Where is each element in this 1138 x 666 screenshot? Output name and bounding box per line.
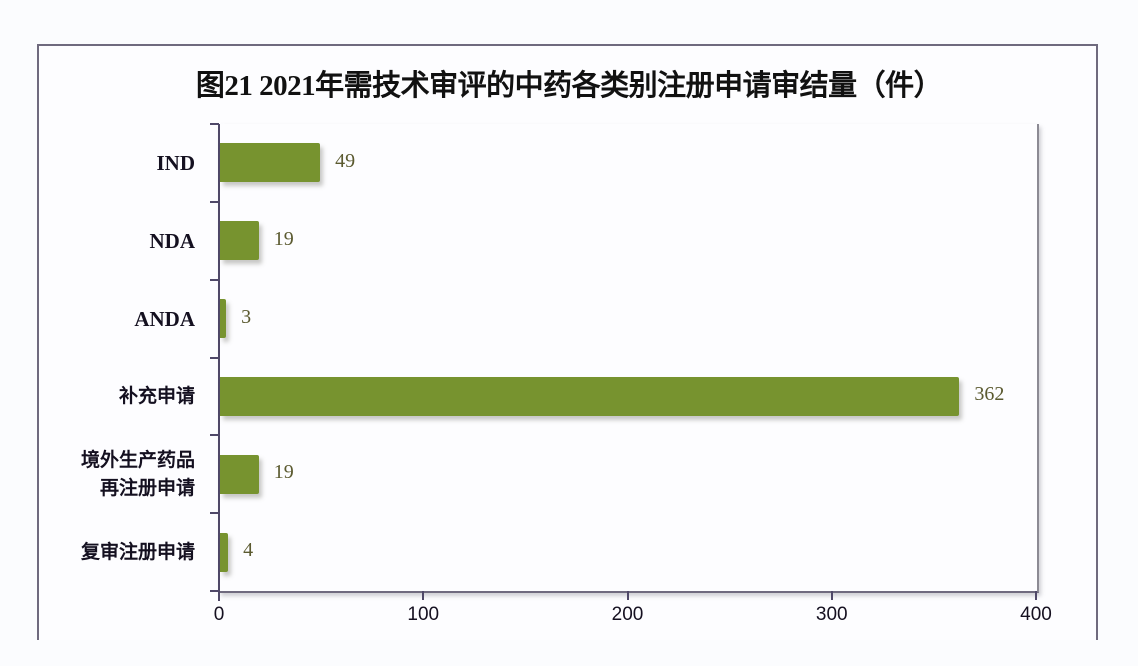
y-tick: [210, 434, 219, 437]
category-label: ANDA: [134, 305, 195, 333]
plot-area: [219, 124, 1039, 593]
y-tick: [210, 512, 219, 515]
category-label-line: 境外生产药品: [80, 449, 195, 472]
category-label-line: ANDA: [134, 306, 195, 331]
bar: [220, 143, 321, 183]
bar: [220, 221, 259, 261]
category-label-line: 复审注册申请: [80, 541, 195, 564]
data-label: 49: [335, 149, 356, 172]
category-label: NDA: [150, 227, 196, 255]
x-tick-label: 300: [815, 604, 848, 625]
x-tick: [422, 591, 425, 600]
chart-title: 图21 2021年需技术审评的中药各类别注册申请审结量（件）: [195, 70, 943, 102]
data-label: 4: [243, 539, 254, 562]
category-label-line: IND: [156, 150, 195, 175]
bar: [220, 376, 960, 416]
category-label-line: 再注册申请: [99, 477, 195, 500]
data-label: 3: [241, 305, 252, 328]
y-tick: [210, 200, 219, 203]
y-axis: [218, 124, 220, 601]
category-label: 补充申请: [119, 382, 195, 410]
data-label: 19: [273, 461, 294, 484]
category-label-line: 补充申请: [118, 385, 195, 408]
y-tick: [210, 123, 219, 125]
data-label: 362: [974, 383, 1005, 406]
category-label: 复审注册申请: [81, 538, 195, 566]
x-tick: [830, 591, 833, 600]
x-tick: [1035, 591, 1037, 600]
y-tick: [210, 278, 219, 281]
category-label: 境外生产药品再注册申请: [81, 446, 195, 502]
x-tick-label: 0: [213, 604, 225, 625]
x-tick-label: 200: [611, 604, 644, 625]
x-tick-label: 400: [1020, 604, 1052, 625]
bar: [220, 532, 229, 572]
data-label: 19: [273, 227, 294, 250]
category-label: IND: [156, 149, 195, 177]
y-tick: [210, 356, 219, 359]
x-tick-label: 100: [407, 604, 440, 625]
x-tick: [218, 591, 220, 600]
x-tick: [626, 591, 629, 600]
bar: [220, 454, 259, 494]
y-tick: [210, 590, 219, 592]
category-label-line: NDA: [149, 228, 196, 253]
chart-frame: [37, 44, 1098, 640]
bar: [220, 299, 227, 339]
